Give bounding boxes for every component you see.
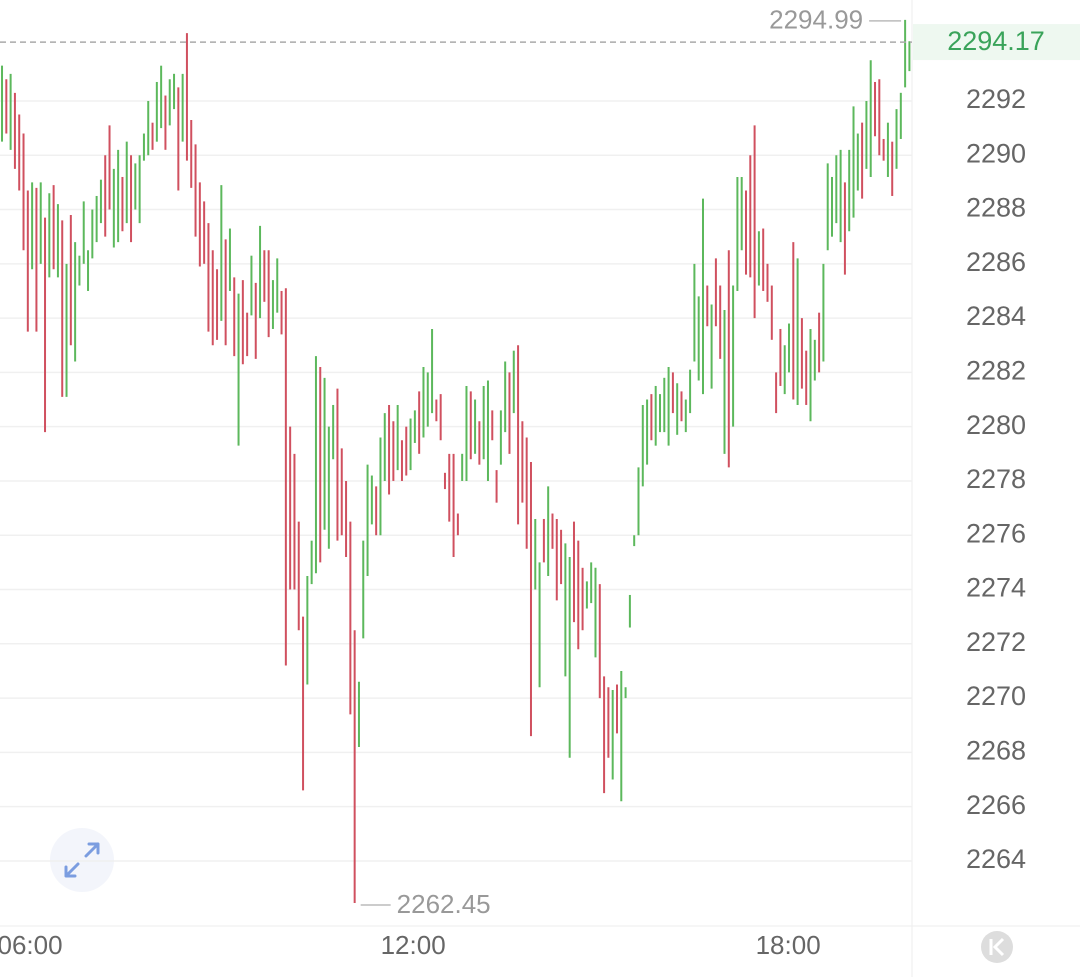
y-tick-label: 2274 (966, 573, 1026, 603)
min-label: 2262.45 (397, 889, 491, 919)
x-tick-label: 18:00 (756, 930, 821, 960)
latest-icon[interactable] (989, 937, 1005, 957)
scroll-latest-button[interactable] (981, 931, 1013, 963)
x-tick-label: 06:00 (0, 930, 63, 960)
y-tick-label: 2272 (966, 627, 1026, 657)
price-axis-panel (912, 0, 1080, 977)
y-tick-label: 2282 (966, 356, 1026, 386)
y-tick-label: 2266 (966, 790, 1026, 820)
last-price-label: 2294.17 (947, 26, 1045, 56)
expand-button[interactable] (50, 828, 114, 892)
y-tick-label: 2284 (966, 301, 1026, 331)
max-label: 2294.99 (769, 5, 863, 35)
x-tick-label: 12:00 (381, 930, 446, 960)
y-tick-label: 2290 (966, 138, 1026, 168)
expand-bg[interactable] (50, 828, 114, 892)
y-tick-label: 2286 (966, 247, 1026, 277)
plot: 2264 2266 2268 2270 2272 2274 2276 2278 2280 2282… (0, 5, 1080, 960)
y-tick-label: 2280 (966, 410, 1026, 440)
y-tick-label: 2278 (966, 464, 1026, 494)
y-tick-label: 2276 (966, 518, 1026, 548)
y-tick-label: 2264 (966, 844, 1026, 874)
y-tick-label: 2288 (966, 193, 1026, 223)
y-tick-label: 2292 (966, 84, 1026, 114)
expand-icon[interactable] (64, 842, 100, 878)
y-tick-label: 2268 (966, 736, 1026, 766)
y-tick-label: 2270 (966, 681, 1026, 711)
last-price-bg (913, 24, 1080, 61)
